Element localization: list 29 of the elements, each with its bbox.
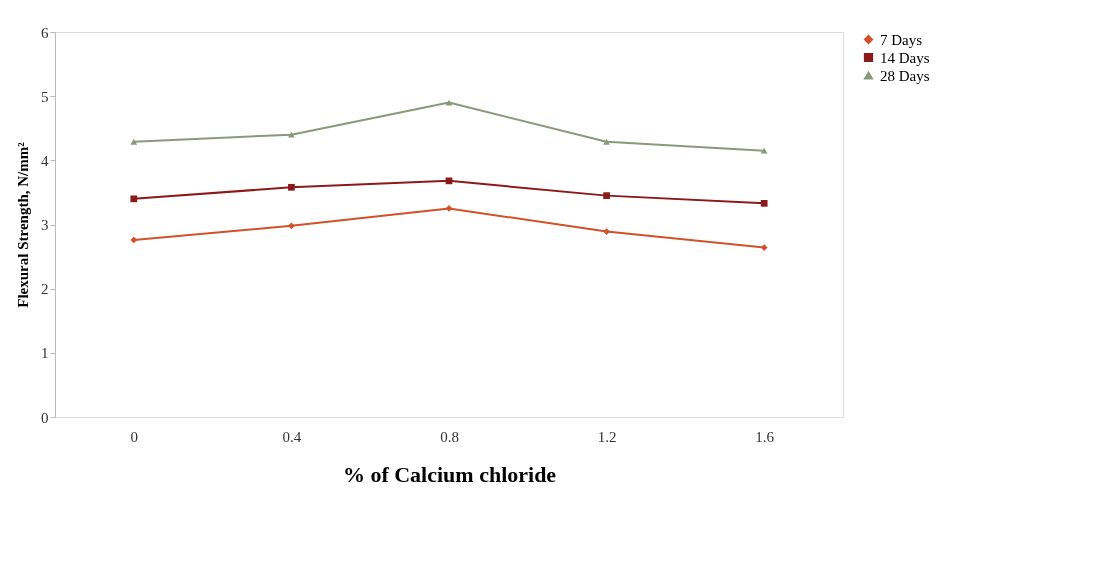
point [130,236,138,244]
x-tick-label: 0.4 [282,428,302,445]
legend-label: 7 Days [880,31,923,48]
point [130,138,138,145]
point [603,228,610,235]
y-tick-label: 3 [41,217,49,233]
x-tick-label: 0 [130,428,139,445]
y-tick-label: 5 [41,88,49,105]
y-tick-label: 6 [41,24,49,41]
y-tick-label: 4 [41,152,49,169]
point [760,244,768,251]
y-tick-label: 2 [41,281,49,298]
point [288,131,295,138]
point [288,222,295,230]
x-tick-label: 0.8 [440,428,459,445]
x-tick-label: 1.6 [755,428,775,445]
y-axis-title: Flexural Strength, N/mm² [15,141,31,308]
point [760,199,768,207]
x-tick-label: 1.2 [597,428,617,445]
point [288,183,295,191]
y-tick-label: 1 [41,345,49,362]
point [760,147,768,154]
legend-label: 14 Days [880,49,930,66]
x-axis-title: % of Calcium chloride [342,461,557,487]
point [603,192,610,199]
legend-label: 28 Days [880,67,930,84]
point [130,195,138,203]
y-tick-label: 0 [41,409,49,426]
point [603,138,610,145]
